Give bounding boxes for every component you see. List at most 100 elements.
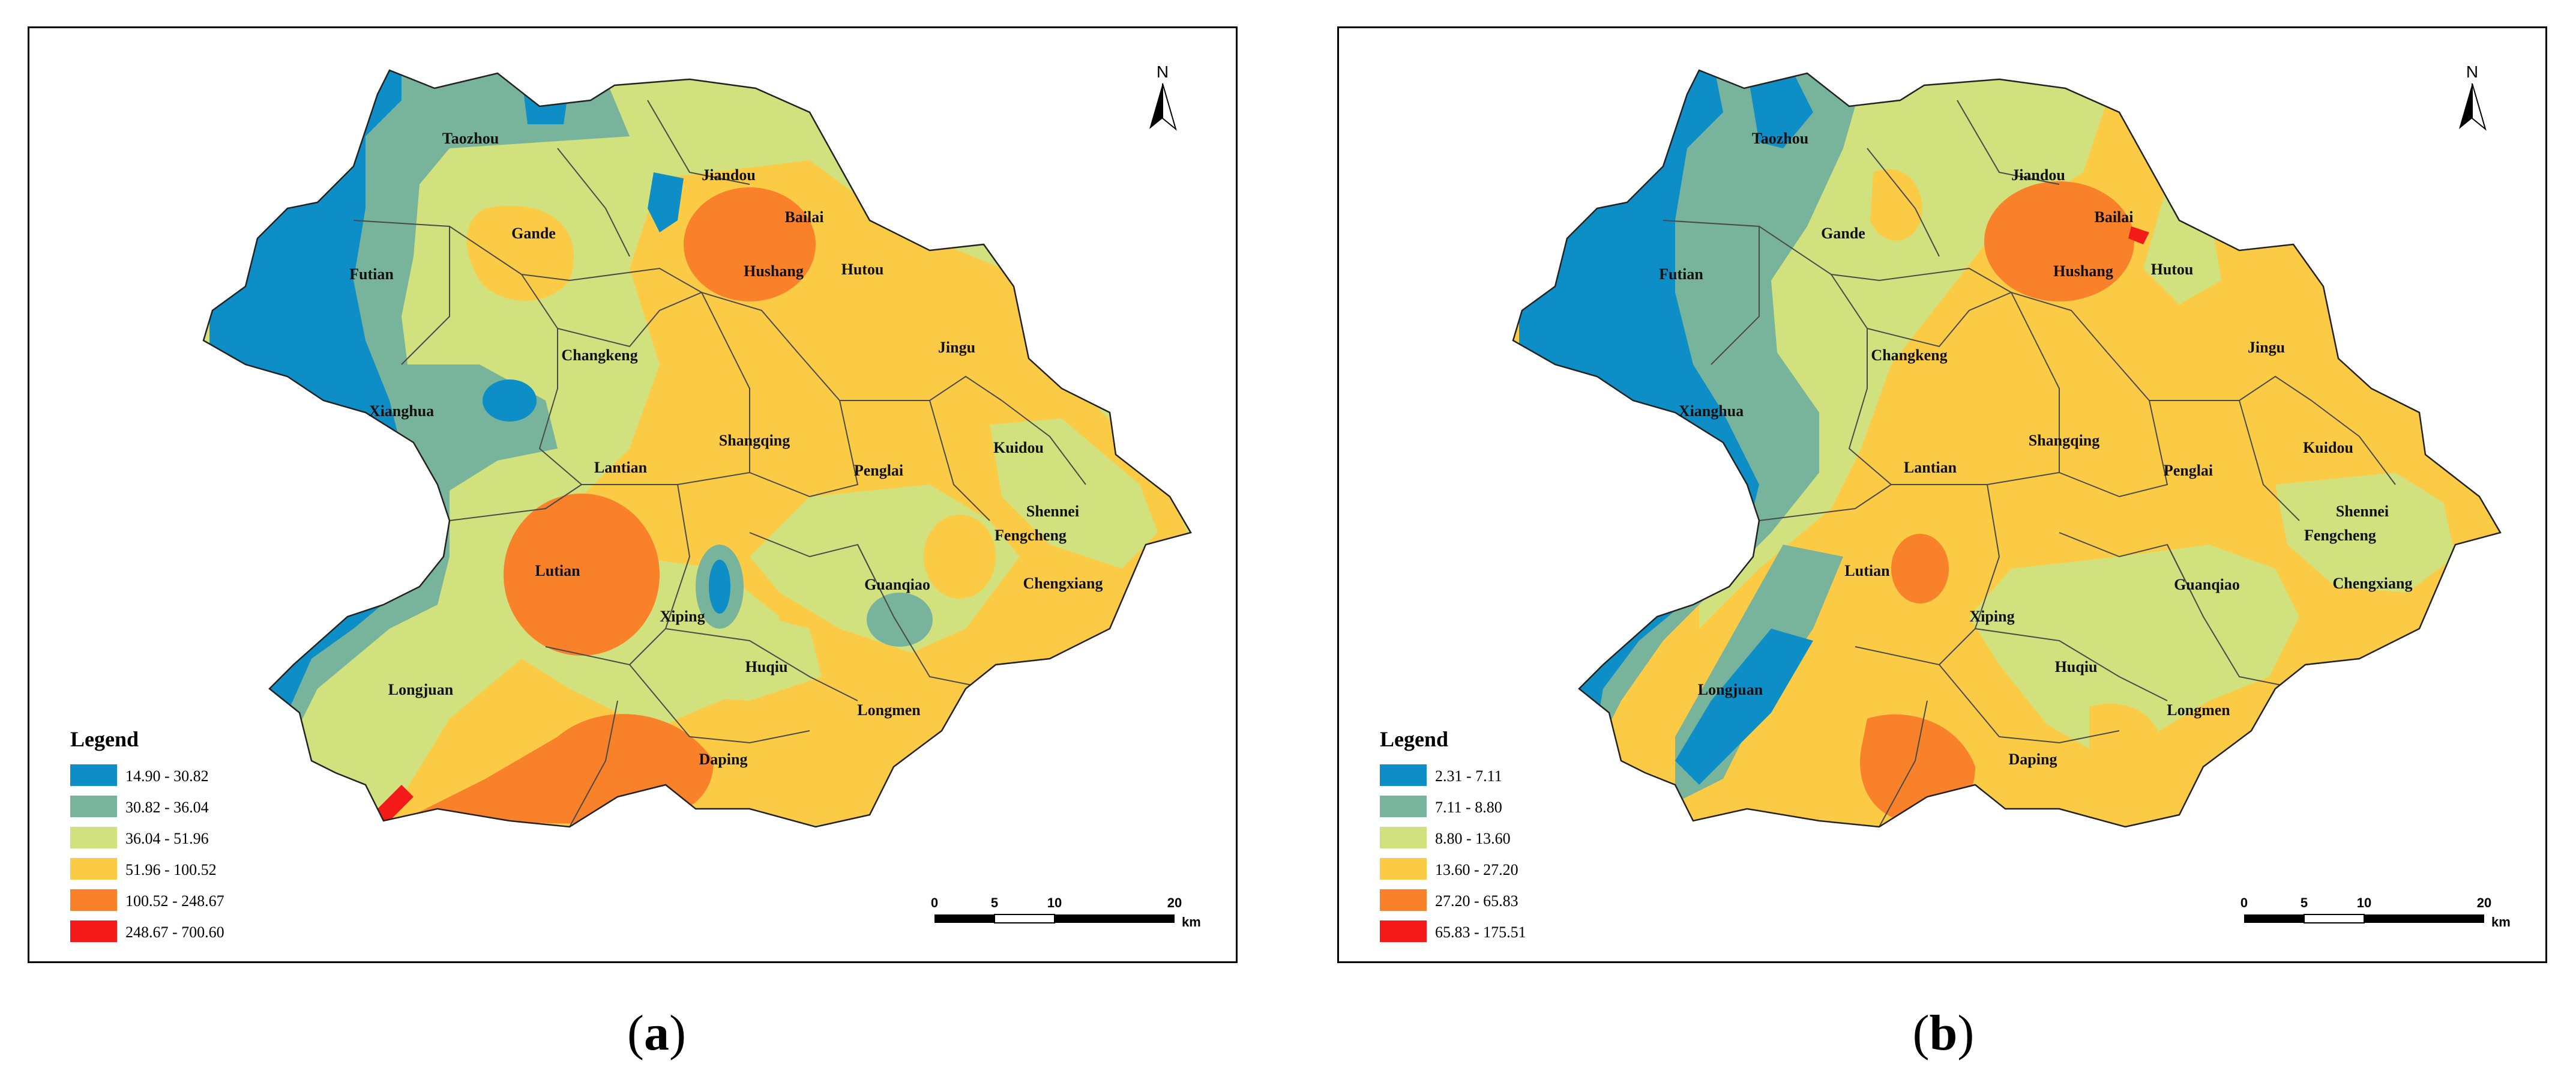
legend-label: 13.60 - 27.20 [1435,861,1518,878]
svg-text:km: km [1182,914,1201,929]
legend-label: 36.04 - 51.96 [125,830,209,847]
svg-text:10: 10 [2357,895,2371,910]
place-label: Fengcheng [2304,527,2376,544]
place-label: Jingu [2248,339,2285,356]
legend-label: 8.80 - 13.60 [1435,830,1511,847]
map-panel-b: Taozhou Jiandou Bailai Gande Hushang Fut… [1337,26,2547,963]
svg-text:5: 5 [2301,895,2308,910]
place-label: Xianghua [1679,402,1744,420]
place-label: Jiandou [702,166,756,184]
svg-text:10: 10 [1047,895,1062,910]
place-label: Guanqiao [864,576,930,593]
legend-label: 248.67 - 700.60 [125,923,224,941]
scale-bar-a: 0 5 10 20 km [931,895,1201,929]
place-label: Penglai [854,462,903,479]
map-svg-a: Taozhou Jiandou Bailai Gande Hushang Fut… [70,62,1201,942]
legend-title: Legend [1380,727,1448,751]
map-svg-b: Taozhou Jiandou Bailai Gande Hushang Fut… [1380,62,2511,942]
svg-text:km: km [2491,914,2511,929]
place-label: Gande [1821,225,1865,242]
place-label: Changkeng [561,346,637,364]
place-label: Xiping [660,608,705,625]
legend-swatch [1380,920,1427,942]
place-label: Taozhou [1752,130,1808,147]
svg-text:N: N [1157,62,1169,81]
place-label: Lantian [594,459,648,476]
legend-swatch [70,796,117,817]
place-labels-b: Taozhou Jiandou Bailai Gande Hushang Fut… [1659,130,2412,768]
place-label: Daping [2009,751,2057,768]
legend-swatch [70,889,117,911]
place-label: Hushang [744,262,804,280]
place-label: Daping [699,751,748,768]
legend-swatch [70,827,117,848]
legend-swatch [1380,827,1427,848]
legend-swatch [1380,889,1427,911]
svg-text:5: 5 [991,895,998,910]
legend-label: 65.83 - 175.51 [1435,923,1526,941]
north-arrow-icon: N [1149,62,1177,131]
place-label: Chengxiang [1023,575,1103,592]
place-label: Longmen [2167,701,2230,719]
place-label: Changkeng [1871,346,1947,364]
svg-text:20: 20 [2477,895,2491,910]
place-label: Shangqing [719,432,790,449]
place-label: Lutian [1844,562,1890,579]
place-label: Hutou [2151,261,2194,278]
panel-caption-b: (b) [1912,1005,1975,1061]
place-label: Chengxiang [2333,575,2413,592]
legend-label: 100.52 - 248.67 [125,892,224,910]
boundaries-a [353,100,1086,827]
scale-bar-b: 0 5 10 20 km [2240,895,2511,929]
legend-label: 14.90 - 30.82 [125,767,209,785]
legend-swatch [70,764,117,786]
place-label: Penglai [2164,462,2213,479]
legend-title: Legend [70,727,139,751]
place-label: Hutou [841,261,884,278]
place-label: Longmen [857,701,921,719]
place-label: Shennei [1026,503,1079,520]
place-label: Jiandou [2011,166,2065,184]
place-label: Longjuan [1698,681,1763,698]
place-label: Longjuan [388,681,454,698]
legend-swatch [1380,796,1427,817]
svg-text:20: 20 [1167,895,1182,910]
map-panel-a: Taozhou Jiandou Bailai Gande Hushang Fut… [28,26,1238,963]
legend-swatch [1380,858,1427,880]
legend-label: 30.82 - 36.04 [125,799,209,816]
place-label: Taozhou [442,130,499,147]
place-label: Shangqing [2029,432,2100,449]
legend-swatch [1380,764,1427,786]
legend-label: 27.20 - 65.83 [1435,892,1518,910]
place-label: Kuidou [2303,439,2353,456]
place-label: Huqiu [745,658,788,676]
place-label: Xiping [1969,608,2014,625]
legend-label: 7.11 - 8.80 [1435,799,1502,816]
place-label: Guanqiao [2174,576,2240,593]
place-label: Huqiu [2055,658,2098,676]
place-label: Lantian [1904,459,1957,476]
legend-swatch [70,920,117,942]
place-label: Jingu [938,339,975,356]
legend-label: 2.31 - 7.11 [1435,767,1502,785]
svg-text:0: 0 [2240,895,2248,910]
place-label: Futian [1659,265,1703,283]
place-label: Gande [511,225,556,242]
legend-label: 51.96 - 100.52 [125,861,217,878]
legend-a: Legend 14.90 - 30.82 30.82 - 36.04 36.04 -… [70,727,224,942]
place-label: Kuidou [993,439,1044,456]
panel-caption-a: (a) [627,1005,686,1061]
place-label: Futian [349,265,394,283]
place-label: Bailai [2094,208,2133,226]
place-label: Lutian [535,562,580,579]
legend-b: Legend 2.31 - 7.11 7.11 - 8.80 8.80 - 13.6… [1380,727,1526,942]
place-labels-a: Taozhou Jiandou Bailai Gande Hushang Fut… [349,130,1103,768]
place-label: Shennei [2336,503,2389,520]
place-label: Xianghua [369,402,434,420]
boundaries-b [1663,100,2396,827]
svg-text:N: N [2466,62,2478,81]
north-arrow-icon: N [2459,62,2487,131]
place-label: Hushang [2053,262,2113,280]
place-label: Fengcheng [995,527,1067,544]
place-label: Bailai [784,208,823,226]
